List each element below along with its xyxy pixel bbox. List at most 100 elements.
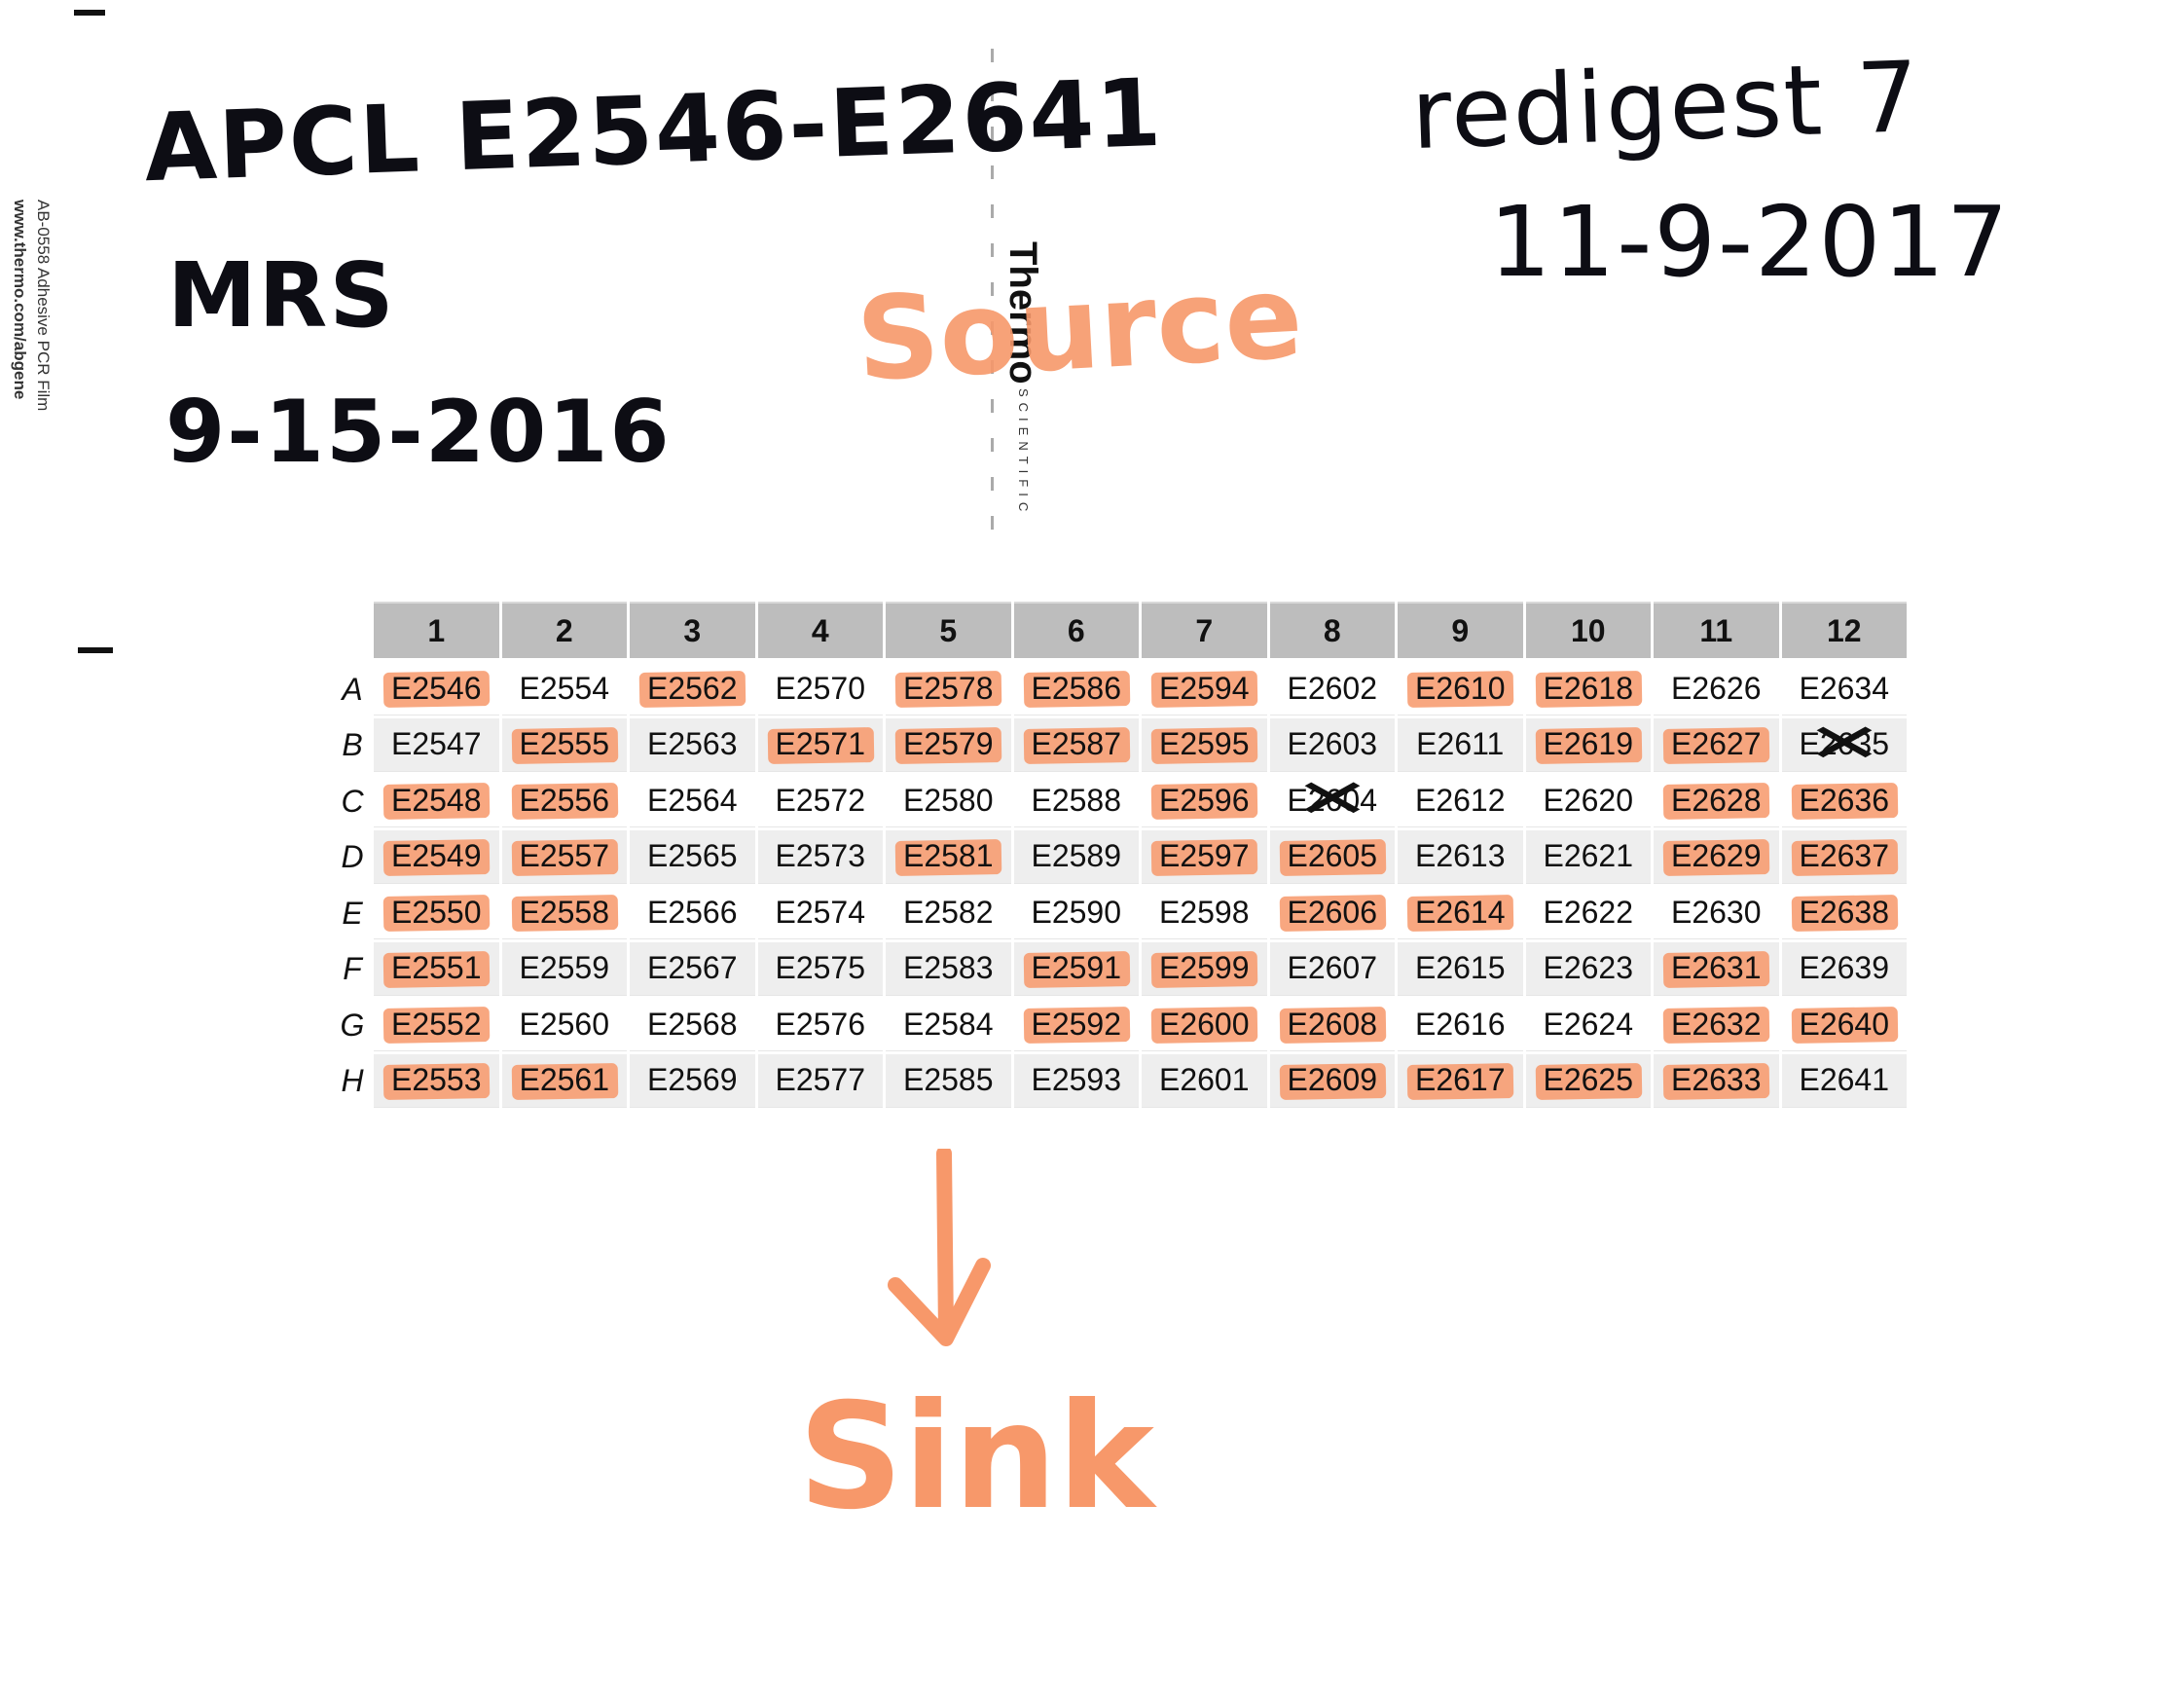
well-C9: E2612 — [1398, 774, 1523, 827]
column-header-9: 9 — [1398, 602, 1523, 658]
well-F11: E2631 — [1654, 941, 1779, 996]
well-sample-id: E2605 — [1287, 838, 1378, 873]
well-D10: E2621 — [1525, 829, 1651, 884]
well-F10: E2623 — [1525, 941, 1651, 996]
well-D6: E2589 — [1013, 829, 1139, 884]
well-G6: E2592 — [1013, 998, 1139, 1051]
well-sample-id: E2601 — [1158, 1062, 1250, 1097]
well-sample-id: E2624 — [1543, 1006, 1634, 1042]
well-B9: E2611 — [1398, 717, 1523, 772]
well-sample-id: E2606 — [1287, 894, 1378, 930]
column-header-10: 10 — [1525, 602, 1651, 658]
well-A5: E2578 — [886, 662, 1011, 716]
well-C10: E2620 — [1525, 774, 1651, 827]
well-F9: E2615 — [1398, 941, 1523, 996]
well-sample-id: E2633 — [1670, 1062, 1762, 1097]
redigest-note-handwriting: redigest 7 — [1409, 39, 1923, 172]
well-D4: E2573 — [757, 829, 883, 884]
well-C12: E2636 — [1781, 774, 1907, 827]
film-product-text: AB-0558 Adhesive PCR Film — [34, 200, 53, 412]
well-sample-id: E2584 — [902, 1006, 994, 1042]
well-sample-id: E2580 — [902, 782, 994, 818]
well-E6: E2590 — [1013, 886, 1139, 939]
well-E1: E2550 — [374, 886, 499, 939]
well-E9: E2614 — [1398, 886, 1523, 939]
well-B1: E2547 — [374, 717, 499, 772]
well-C7: E2596 — [1142, 774, 1267, 827]
well-B12: E2635 — [1781, 717, 1907, 772]
row-label-G: G — [340, 1007, 365, 1043]
well-sample-id: E2615 — [1414, 950, 1506, 985]
well-D7: E2597 — [1142, 829, 1267, 884]
well-sample-id: E2634 — [1799, 670, 1890, 706]
well-C8: E2604 — [1269, 774, 1395, 827]
well-C4: E2572 — [757, 774, 883, 827]
down-arrow-icon — [888, 1149, 991, 1346]
well-sample-id: E2555 — [519, 726, 610, 761]
well-sample-id: E2618 — [1543, 670, 1634, 706]
well-sample-id: E2640 — [1799, 1006, 1890, 1042]
well-sample-id: E2552 — [390, 1006, 482, 1042]
well-F2: E2559 — [501, 941, 627, 996]
well-E12: E2638 — [1781, 886, 1907, 939]
well-G5: E2584 — [886, 998, 1011, 1051]
well-G8: E2608 — [1269, 998, 1395, 1051]
well-C11: E2628 — [1654, 774, 1779, 827]
well-sample-id: E2553 — [390, 1062, 482, 1097]
well-sample-id: E2632 — [1670, 1006, 1762, 1042]
well-D5: E2581 — [886, 829, 1011, 884]
well-B3: E2563 — [630, 717, 755, 772]
well-sample-id: E2546 — [390, 670, 482, 706]
well-E4: E2574 — [757, 886, 883, 939]
well-sample-id: E2572 — [775, 782, 866, 818]
well-sample-id: E2576 — [775, 1006, 866, 1042]
row-label-E: E — [342, 895, 363, 931]
well-sample-id: E2558 — [519, 894, 610, 930]
well-H10: E2625 — [1525, 1053, 1651, 1108]
well-sample-id: E2604 — [1287, 782, 1378, 818]
well-E7: E2598 — [1142, 886, 1267, 939]
well-A2: E2554 — [501, 662, 627, 716]
well-C6: E2588 — [1013, 774, 1139, 827]
well-sample-id: E2622 — [1543, 894, 1634, 930]
well-sample-id: E2623 — [1543, 950, 1634, 985]
film-perforation — [991, 49, 994, 535]
well-F6: E2591 — [1013, 941, 1139, 996]
plate-id-handwriting: APCL E2546-E2641 — [142, 57, 1165, 203]
well-sample-id: E2570 — [775, 670, 866, 706]
column-header-3: 3 — [630, 602, 755, 658]
well-H3: E2569 — [630, 1053, 755, 1108]
well-sample-id: E2609 — [1287, 1062, 1378, 1097]
well-sample-id: E2612 — [1414, 782, 1506, 818]
well-G7: E2600 — [1142, 998, 1267, 1051]
well-sample-id: E2614 — [1414, 894, 1506, 930]
well-C1: E2548 — [374, 774, 499, 827]
well-G2: E2560 — [501, 998, 627, 1051]
well-sample-id: E2587 — [1031, 726, 1122, 761]
well-sample-id: E2569 — [646, 1062, 738, 1097]
well-B5: E2579 — [886, 717, 1011, 772]
well-A7: E2594 — [1142, 662, 1267, 716]
original-date-handwriting: 9-15-2016 — [165, 382, 672, 482]
well-sample-id: E2564 — [646, 782, 738, 818]
well-A9: E2610 — [1398, 662, 1523, 716]
well-F3: E2567 — [630, 941, 755, 996]
row-label-H: H — [341, 1063, 364, 1098]
well-G10: E2624 — [1525, 998, 1651, 1051]
well-sample-id: E2600 — [1158, 1006, 1250, 1042]
well-sample-id: E2597 — [1158, 838, 1250, 873]
well-sample-id: E2630 — [1670, 894, 1762, 930]
well-sample-id: E2554 — [519, 670, 610, 706]
well-sample-id: E2581 — [902, 838, 994, 873]
well-sample-id: E2588 — [1031, 782, 1122, 818]
column-header-6: 6 — [1013, 602, 1139, 658]
well-sample-id: E2608 — [1287, 1006, 1378, 1042]
well-A6: E2586 — [1013, 662, 1139, 716]
row-label-D: D — [341, 839, 364, 874]
well-sample-id: E2594 — [1158, 670, 1250, 706]
well-H7: E2601 — [1142, 1053, 1267, 1108]
well-G3: E2568 — [630, 998, 755, 1051]
well-sample-id: E2625 — [1543, 1062, 1634, 1097]
well-sample-id: E2591 — [1031, 950, 1122, 985]
well-E2: E2558 — [501, 886, 627, 939]
